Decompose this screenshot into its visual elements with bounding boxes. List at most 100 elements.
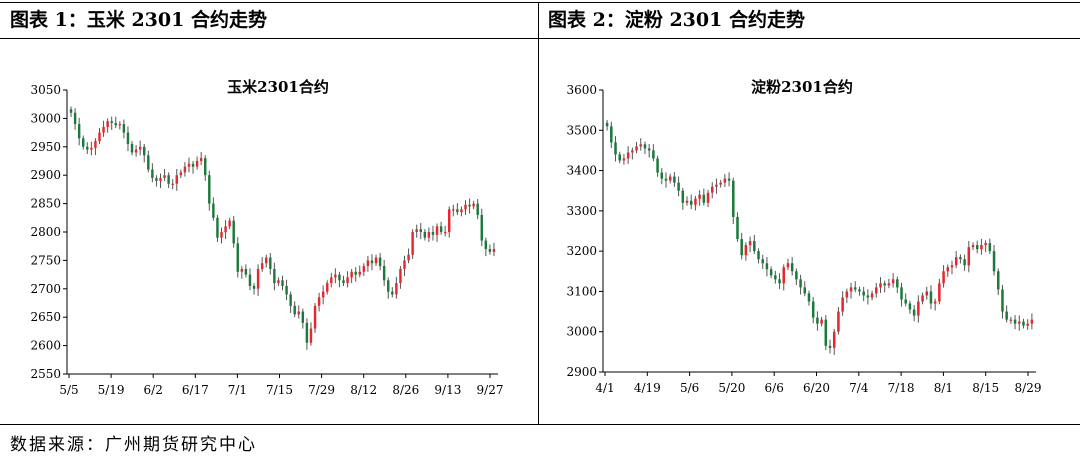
candle-up: [715, 184, 718, 187]
candle-up: [435, 226, 439, 235]
candle-down: [143, 146, 146, 156]
candle-down: [774, 275, 777, 280]
candle-down: [677, 182, 680, 191]
candle-up: [626, 152, 630, 159]
y-tick-label: 3500: [566, 123, 597, 137]
candle-down: [900, 287, 903, 300]
candle-up: [782, 267, 786, 284]
candle-down: [778, 279, 781, 284]
candle-down: [904, 299, 907, 304]
candle-up: [639, 144, 643, 147]
candle-up: [685, 200, 689, 203]
x-tick-label: 5/20: [718, 381, 745, 395]
candle-up: [984, 243, 987, 246]
candle-down: [114, 122, 117, 126]
candle-up: [891, 279, 895, 284]
candle-up: [326, 283, 329, 292]
candle-down: [252, 285, 256, 289]
candles: [69, 106, 496, 350]
candle-down: [69, 109, 73, 113]
candle-down: [883, 283, 886, 286]
y-tick-label: 2850: [30, 197, 61, 211]
candle-up: [472, 203, 475, 207]
x-tick-label: 5/5: [59, 383, 78, 397]
candle-up: [967, 247, 971, 266]
candle-up: [118, 124, 122, 126]
candle-down: [281, 280, 284, 286]
candle-up: [837, 311, 840, 332]
candle-up: [277, 280, 280, 284]
candle-up: [942, 271, 945, 284]
candle-up: [925, 291, 929, 296]
bottom-rule: [0, 424, 1080, 425]
y-tick-label: 2550: [30, 367, 61, 381]
candle-down: [354, 271, 357, 275]
candle-up: [1030, 319, 1034, 324]
candle-down: [858, 289, 861, 292]
candle-up: [350, 271, 353, 278]
candle-up: [954, 257, 958, 266]
candle-up: [240, 268, 244, 272]
candle-down: [130, 143, 134, 153]
candle-down: [959, 257, 962, 260]
candle-up: [980, 245, 983, 250]
x-tick-label: 9/13: [434, 383, 461, 397]
candle-up: [224, 226, 227, 232]
candle-down: [285, 285, 288, 295]
candle-down: [807, 293, 811, 302]
candle-up: [346, 277, 349, 284]
candle-down: [757, 251, 760, 260]
y-tick-label: 2800: [30, 225, 61, 239]
candle-down: [908, 303, 912, 310]
x-tick-label: 7/18: [888, 381, 915, 395]
candle-down: [126, 132, 130, 144]
y-tick-label: 3000: [30, 111, 61, 125]
candle-up: [260, 263, 264, 269]
x-tick-label: 6/20: [803, 381, 830, 395]
candle-up: [179, 172, 183, 176]
candle-up: [845, 291, 849, 298]
candle-down: [862, 291, 865, 296]
candle-up: [492, 249, 496, 252]
candle-up: [938, 283, 941, 302]
candle-down: [1005, 311, 1008, 320]
candle-up: [159, 178, 162, 181]
candle-up: [403, 260, 406, 269]
top-rule: [0, 2, 1080, 3]
candle-down: [1022, 321, 1025, 326]
candle-down: [740, 239, 743, 256]
y-tick-label: 2700: [30, 282, 61, 296]
candle-down: [423, 232, 427, 238]
candle-down: [232, 220, 235, 244]
x-tick-label: 6/6: [765, 381, 784, 395]
y-tick-label: 2900: [566, 365, 597, 379]
starch-chart-panel: 淀粉2301合约 2900 3000 3100 3200 3300 3400 3500 3600…: [540, 40, 1080, 420]
candle-down: [896, 279, 899, 288]
candle-down: [988, 243, 992, 252]
y-tick-label: 2650: [30, 310, 61, 324]
header-rule: [0, 38, 1080, 39]
y-tick-label: 3400: [566, 164, 597, 178]
candle-up: [321, 291, 325, 298]
candle-up: [134, 149, 138, 153]
candle-up: [1009, 319, 1013, 321]
candle-up: [90, 147, 93, 150]
candle-up: [317, 297, 321, 306]
candle-down: [273, 268, 276, 284]
candle-up: [1026, 323, 1029, 326]
candle-down: [732, 180, 735, 217]
candle-up: [427, 232, 431, 238]
candle-down: [853, 287, 857, 290]
x-tick-label: 8/1: [934, 381, 953, 395]
candle-up: [334, 274, 337, 278]
candle-up: [98, 132, 101, 142]
x-tick-label: 4/19: [634, 381, 661, 395]
candle-up: [887, 283, 891, 286]
candle-up: [171, 183, 174, 185]
x-tick-label: 4/1: [595, 381, 614, 395]
candle-down: [236, 243, 239, 272]
candle-up: [870, 293, 874, 298]
candle-down: [378, 257, 382, 267]
candle-down: [147, 155, 150, 170]
candle-down: [1001, 289, 1004, 312]
